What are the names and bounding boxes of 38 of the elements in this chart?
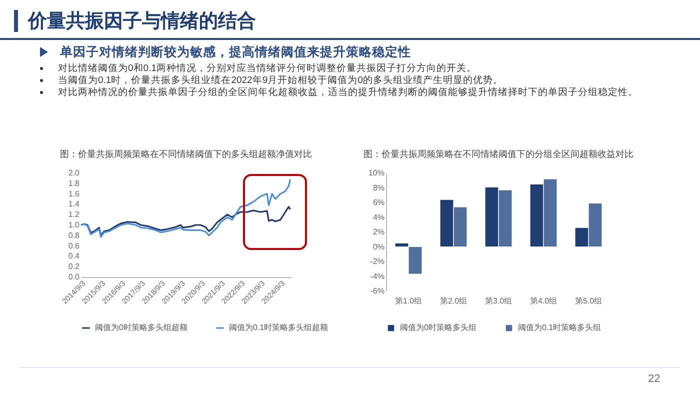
legend-label: 阈值为0时策略多头组	[400, 323, 476, 332]
y-tick-label: 1.4	[68, 200, 80, 209]
y-tick-label: 8%	[372, 183, 384, 192]
y-tick-label: 0%	[372, 242, 384, 252]
text: 对比两种情况的价量共振单因子分组的全区间年化超额收益，适当的提升情绪判断的阈值能够提升情绪择时下的单因子分组稳定性。	[58, 86, 638, 99]
legend-label: 阈值为0.1时策略多头组超额	[229, 323, 328, 332]
x-tick-label: 第2.0组	[440, 296, 468, 306]
text: 对比情绪阈值为0和0.1两种情况，分别对应当情绪评分何时调整价量共振因子打分方向的开关。	[58, 62, 476, 75]
y-tick-label: 1.0	[68, 220, 80, 230]
x-tick-label: 第5.0组	[574, 296, 602, 306]
line-series	[80, 178, 292, 238]
y-tick-label: 0.0	[68, 272, 80, 282]
y-tick-label: 2.0	[68, 168, 80, 178]
y-tick-label: 4%	[372, 212, 384, 222]
y-tick-label: 0.8	[68, 230, 80, 240]
chart-title: 图：价量共振周频策略在不同情绪阈值下的分组全区间超额收益对比	[364, 149, 634, 159]
y-tick-label: 1.6	[68, 189, 80, 198]
y-tick-label: -2%	[370, 257, 384, 266]
y-tick-label: 1.8	[68, 178, 80, 188]
text: 单因子对情绪判断较为敏感，提高情绪阈值来提升策略稳定性	[60, 44, 411, 61]
y-tick-label: 2%	[372, 228, 384, 236]
y-tick-label: 1.2	[68, 210, 80, 220]
y-tick-label: -4%	[370, 272, 384, 281]
chart-title: 图：价量共振周频策略在不同情绪阈值下的多头组超额净值对比	[60, 149, 312, 159]
y-tick-label: -6%	[370, 286, 384, 296]
x-tick-label: 第1.0组	[394, 296, 422, 306]
x-tick-label: 第3.0组	[484, 296, 512, 306]
text: 当阈值为0.1时，价量共振多头组业绩在2022年9月开始相较于阈值为0的多头组业绩产生明显的优势。	[58, 74, 503, 87]
legend-label: 阈值为0.1时策略多头组	[518, 323, 602, 332]
legend-label: 阈值为0时策略多头组超额	[95, 323, 188, 332]
y-tick-label: 10%	[368, 168, 384, 178]
y-tick-label: 6%	[372, 198, 384, 207]
x-tick-label: 第4.0组	[530, 296, 558, 306]
y-tick-label: 0.2	[68, 262, 80, 272]
y-tick-label: 0.6	[68, 241, 80, 250]
text: 价量共振因子与情绪的结合	[28, 10, 256, 34]
y-tick-label: 0.4	[68, 252, 80, 261]
text: 22	[648, 373, 660, 385]
